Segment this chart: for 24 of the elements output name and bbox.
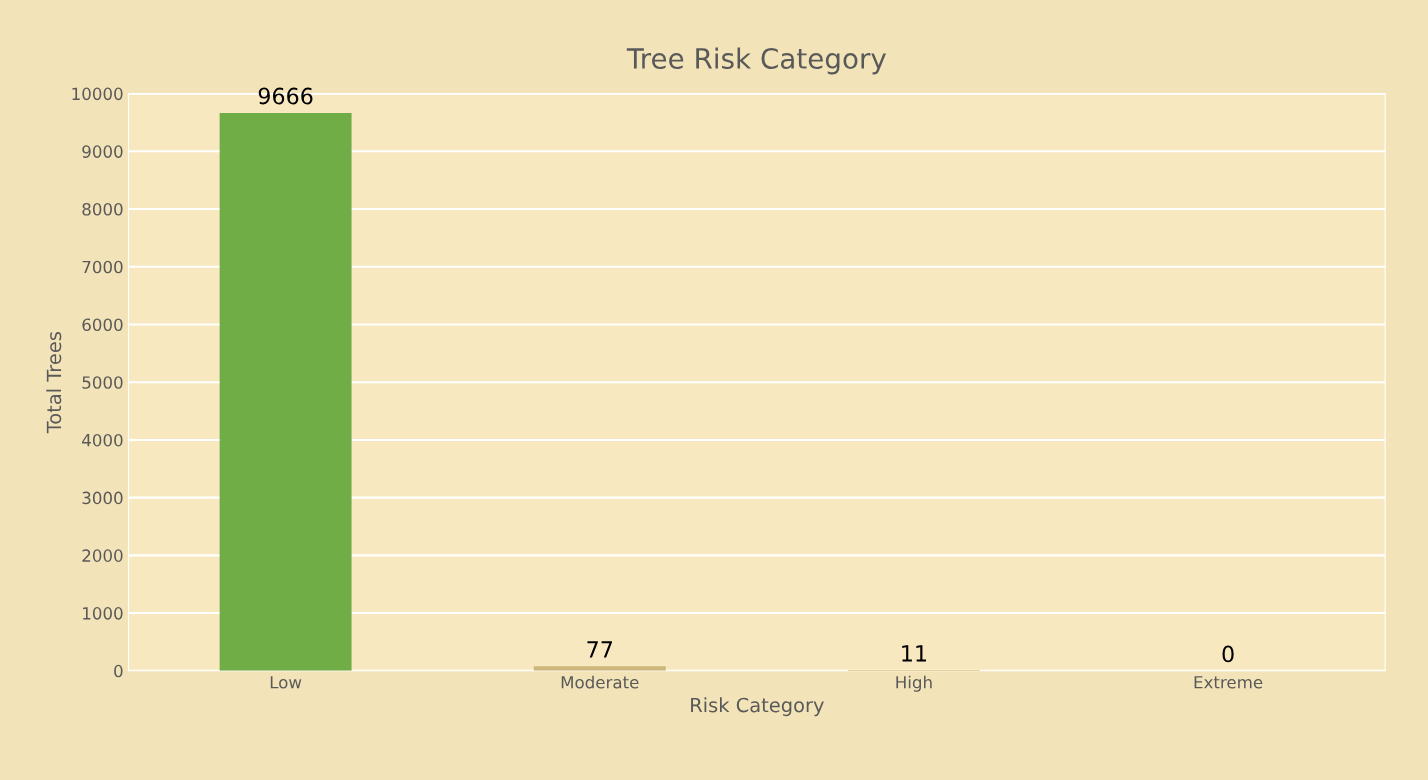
x-tick-label: High [896, 675, 932, 692]
bar [219, 112, 352, 671]
x-tick-label: Extreme [1194, 676, 1263, 689]
x-tick-label: Low [270, 676, 302, 689]
y-tick-label: 2000 [82, 549, 123, 562]
y-tick-label: 9000 [82, 145, 123, 158]
data-label: 0 [1222, 645, 1234, 663]
y-tick-label: 5000 [82, 376, 123, 389]
y-tick-label: 4000 [82, 433, 123, 447]
chart-title: Tree Risk Category [626, 47, 886, 75]
y-axis-title: Total Trees [46, 332, 62, 434]
data-label: 77 [587, 641, 612, 658]
data-label: 11 [902, 645, 927, 662]
y-tick-label: 1000 [83, 607, 123, 620]
x-axis-title: Risk Category [691, 697, 824, 717]
y-tick-label: 10000 [72, 87, 123, 101]
data-label: 9666 [258, 87, 313, 105]
y-tick-label: 0 [114, 664, 123, 678]
y-tick-label: 8000 [82, 203, 123, 216]
y-tick-label: 6000 [82, 318, 123, 332]
y-tick-label: 7000 [82, 260, 123, 274]
x-tick-label: Moderate [561, 675, 639, 689]
bar [533, 666, 666, 671]
y-tick-label: 3000 [82, 491, 123, 505]
